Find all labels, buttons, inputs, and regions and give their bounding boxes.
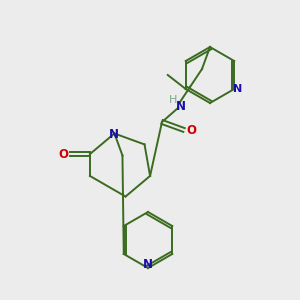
Text: N: N: [143, 257, 153, 271]
Text: H: H: [169, 95, 177, 105]
Text: O: O: [58, 148, 68, 160]
Text: N: N: [232, 84, 242, 94]
Text: N: N: [176, 100, 186, 112]
Text: O: O: [186, 124, 196, 136]
Text: N: N: [108, 128, 118, 141]
